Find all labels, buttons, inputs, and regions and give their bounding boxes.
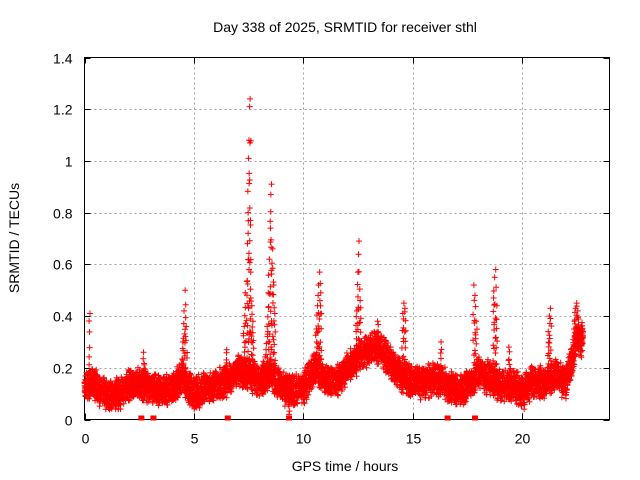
grid-lines	[84, 57, 610, 420]
y-tick-label: 1	[65, 154, 73, 170]
x-tick-label: 15	[406, 431, 422, 447]
x-tick-label: 20	[515, 431, 531, 447]
x-tick-label: 0	[82, 431, 90, 447]
data-point	[93, 366, 100, 373]
y-tick-label: 0.4	[53, 309, 73, 325]
data-point	[425, 360, 432, 367]
x-tick-label: 5	[191, 431, 199, 447]
axis-ticks: 0 0.2 0.4 0.6 0.8 1 1.2 1.4 0 5 10 15 20	[53, 51, 610, 447]
y-tick-label: 1.2	[53, 102, 73, 118]
data-point	[96, 403, 103, 410]
y-tick-label: 0.6	[53, 257, 73, 273]
x-tick-label: 10	[296, 431, 312, 447]
plot-frame	[84, 57, 610, 420]
data-point	[382, 337, 389, 344]
y-tick-label: 0.2	[53, 361, 73, 377]
data-points	[81, 95, 586, 421]
y-tick-label: 1.4	[53, 51, 73, 67]
y-tick-label: 0	[65, 413, 73, 429]
y-tick-label: 0.8	[53, 206, 73, 222]
